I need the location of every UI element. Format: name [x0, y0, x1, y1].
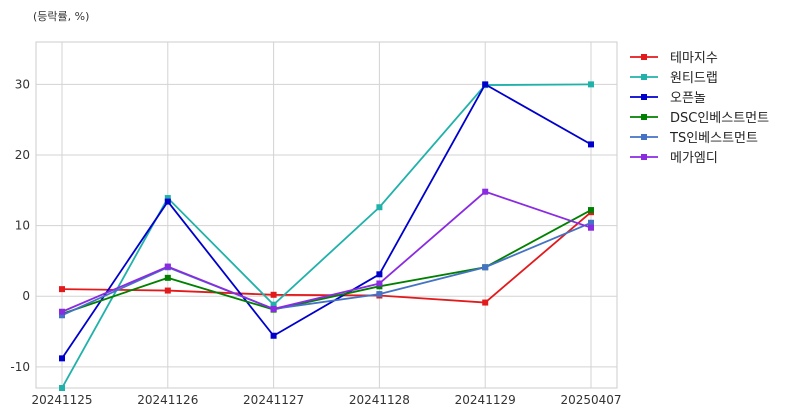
legend-marker — [641, 114, 647, 120]
legend-marker — [641, 74, 647, 80]
legend-label: 메가엠디 — [670, 151, 718, 166]
data-point — [164, 263, 171, 270]
data-point — [482, 81, 489, 88]
data-point — [376, 280, 383, 287]
series-4 — [59, 207, 594, 317]
x-tick-label: 20241127 — [243, 393, 304, 407]
data-point — [59, 312, 65, 319]
series-line — [61, 190, 592, 313]
legend-marker — [641, 94, 647, 100]
legend-marker — [641, 54, 647, 60]
series-3 — [59, 81, 594, 362]
data-point — [270, 305, 277, 312]
series-line — [61, 211, 592, 304]
series-lines — [59, 81, 594, 391]
data-point — [376, 204, 383, 211]
y-tick-label: 10 — [15, 219, 30, 233]
data-point — [59, 385, 65, 391]
legend-entry: DSC인베스트먼트 — [630, 111, 769, 126]
y-tick-label: 0 — [22, 289, 30, 303]
series-6 — [59, 188, 594, 315]
data-point — [59, 355, 65, 362]
data-point — [482, 264, 489, 271]
legend-entry: TS인베스트먼트 — [630, 131, 758, 146]
legend-entry: 메가엠디 — [630, 151, 718, 166]
legend-label: 테마지수 — [670, 51, 718, 66]
legend-label: DSC인베스트먼트 — [670, 111, 769, 126]
legend-entry: 오픈놀 — [630, 91, 706, 106]
data-point — [59, 308, 65, 315]
data-point — [588, 141, 594, 148]
data-point — [588, 219, 594, 226]
data-point — [482, 299, 489, 306]
grid — [35, 41, 618, 389]
data-point — [376, 291, 383, 298]
legend-entry: 원티드랩 — [630, 71, 718, 86]
series-1 — [59, 209, 594, 306]
series-line — [61, 221, 592, 317]
y-tick-label: 30 — [15, 77, 30, 91]
series-line — [61, 209, 592, 315]
legend-label: TS인베스트먼트 — [669, 131, 758, 146]
data-point — [482, 188, 489, 195]
data-point — [164, 198, 171, 205]
data-point — [164, 287, 171, 294]
data-point — [588, 81, 594, 88]
legend-marker — [641, 134, 647, 140]
x-tick-label: 20241126 — [137, 393, 198, 407]
plot-frame — [35, 41, 618, 389]
data-point — [270, 332, 277, 339]
data-point — [588, 207, 594, 214]
legend-marker — [641, 154, 647, 160]
data-point — [59, 286, 65, 293]
axes: -10 0 10 20 30 20241125 20241126 20241127 202411… — [10, 77, 621, 407]
series-2 — [59, 81, 594, 391]
legend-entry: 테마지수 — [630, 51, 718, 66]
unit-label: (등락률, %) — [33, 10, 89, 23]
x-tick-label: 20241125 — [31, 393, 92, 407]
y-tick-label: -10 — [10, 360, 30, 374]
series-5 — [59, 219, 594, 319]
legend-label: 오픈놀 — [670, 91, 706, 106]
data-point — [270, 301, 277, 308]
data-point — [164, 195, 171, 202]
x-tick-label: 20250407 — [560, 393, 621, 407]
legend-label: 원티드랩 — [670, 71, 718, 86]
y-tick-label: 20 — [15, 148, 30, 162]
series-line — [61, 83, 592, 359]
x-tick-label: 20241128 — [349, 393, 410, 407]
data-point — [270, 291, 277, 298]
x-tick-label: 20241129 — [455, 393, 516, 407]
data-point — [164, 274, 171, 281]
data-point — [588, 224, 594, 231]
data-point — [376, 271, 383, 278]
series-line — [61, 83, 592, 389]
